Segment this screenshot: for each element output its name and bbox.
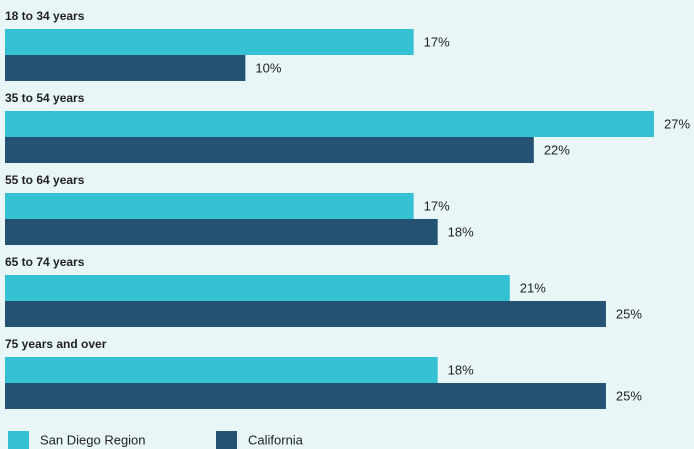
value-label: 10%: [255, 60, 281, 75]
category-label: 55 to 64 years: [5, 173, 85, 187]
bar: [5, 383, 606, 409]
bar: [5, 55, 246, 81]
value-label: 21%: [520, 280, 546, 295]
category-label: 18 to 34 years: [5, 9, 85, 23]
value-label: 17%: [424, 198, 450, 213]
legend-swatch: [216, 431, 237, 449]
bar: [5, 275, 510, 301]
value-label: 18%: [448, 224, 474, 239]
value-label: 27%: [664, 116, 690, 131]
bar: [5, 111, 654, 137]
bar: [5, 29, 414, 55]
legend-label: California: [248, 432, 304, 447]
legend-swatch: [8, 431, 29, 449]
bar: [5, 193, 414, 219]
bar: [5, 357, 438, 383]
category-label: 75 years and over: [5, 337, 107, 351]
category-label: 65 to 74 years: [5, 255, 85, 269]
bar: [5, 219, 438, 245]
value-label: 18%: [448, 362, 474, 377]
category-label: 35 to 54 years: [5, 91, 85, 105]
value-label: 22%: [544, 142, 570, 157]
legend-label: San Diego Region: [40, 432, 146, 447]
value-label: 25%: [616, 388, 642, 403]
bar: [5, 301, 606, 327]
bar: [5, 137, 534, 163]
value-label: 25%: [616, 306, 642, 321]
value-label: 17%: [424, 34, 450, 49]
